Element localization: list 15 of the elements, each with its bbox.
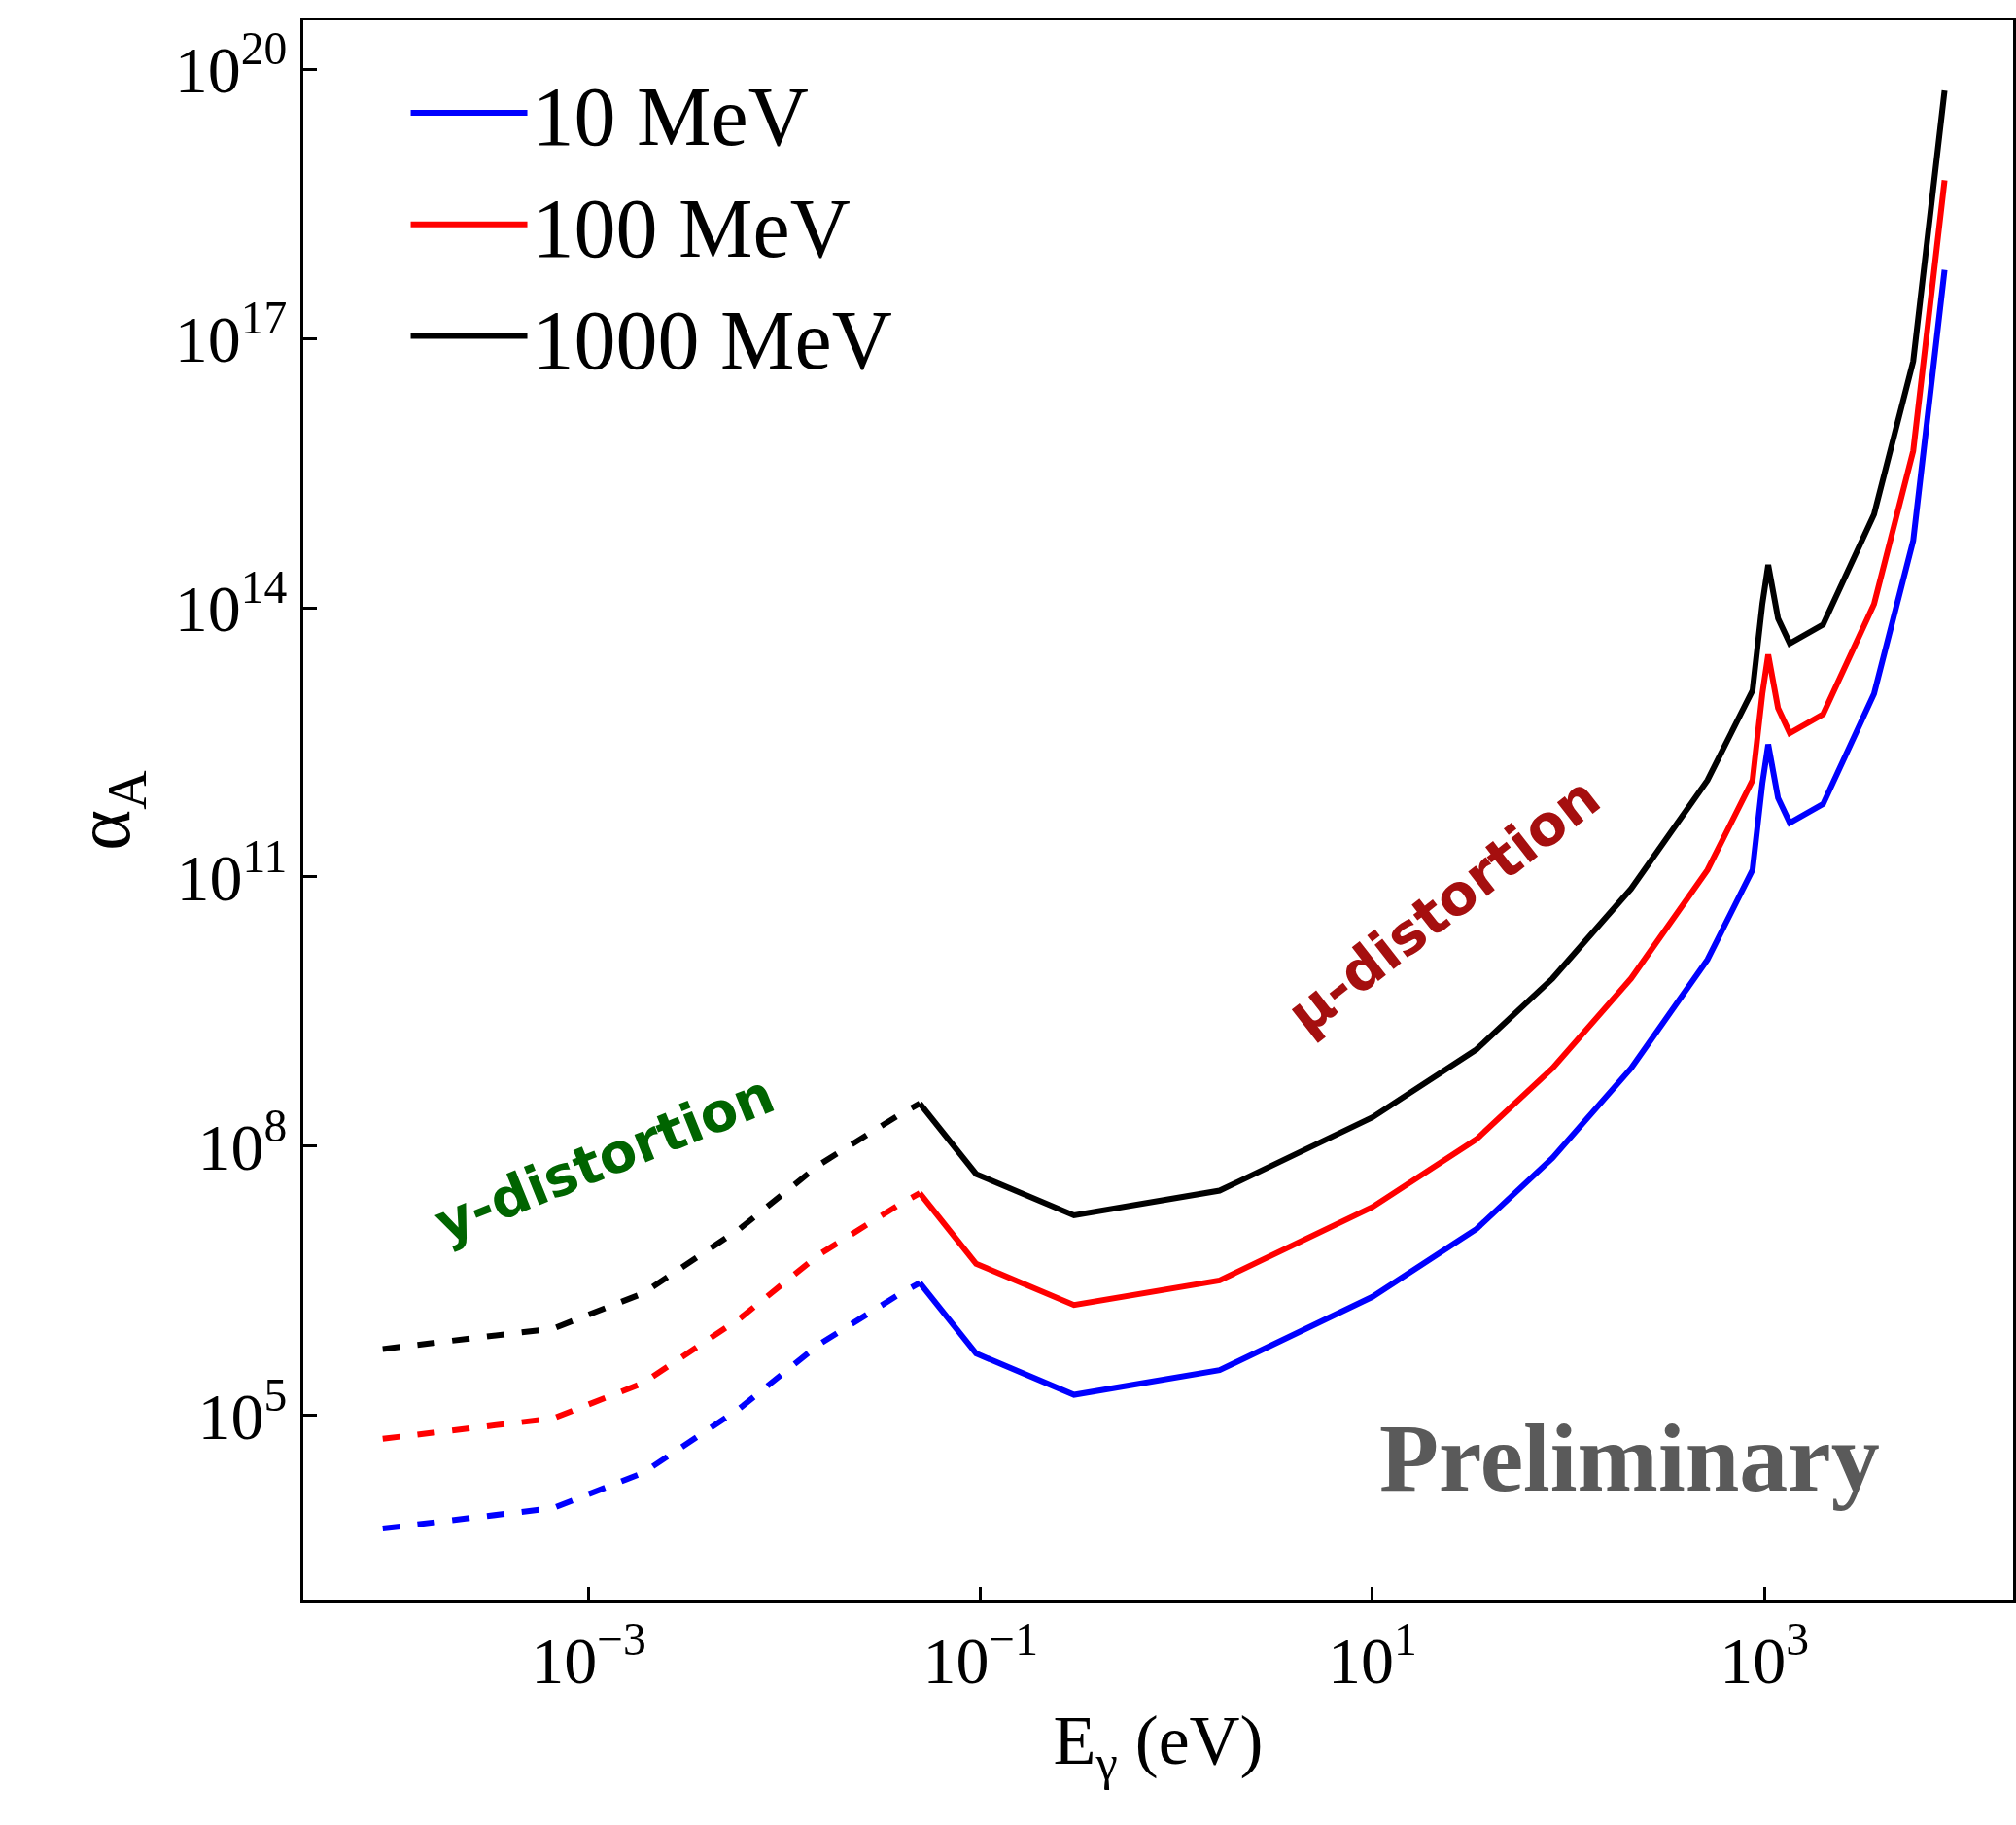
x-tick-label: 10$^{3}$ [1720,1614,1809,1698]
x-axis-title: E$_{γ}$ (eV) [1053,1702,1264,1790]
x-tick-label: 10$^{−1}$ [922,1614,1039,1698]
y-tick-label: 10$^{5}$ [197,1370,288,1454]
x-tick-label: 10$^{−3}$ [531,1614,646,1698]
annotation: Preliminary [1379,1404,1880,1512]
y-tick-label: 10$^{14}$ [174,562,288,646]
legend-label: 10 MeV [532,70,809,164]
y-tick-label: 10$^{17}$ [174,293,288,376]
legend-label: 1000 MeV [532,294,892,388]
legend-label: 100 MeV [532,182,851,276]
y-tick-label: 10$^{20}$ [174,23,288,108]
y-tick-label: 10$^{8}$ [197,1101,288,1184]
x-tick-label: 10$^{1}$ [1327,1614,1417,1698]
y-tick-label: 10$^{11}$ [176,831,288,915]
